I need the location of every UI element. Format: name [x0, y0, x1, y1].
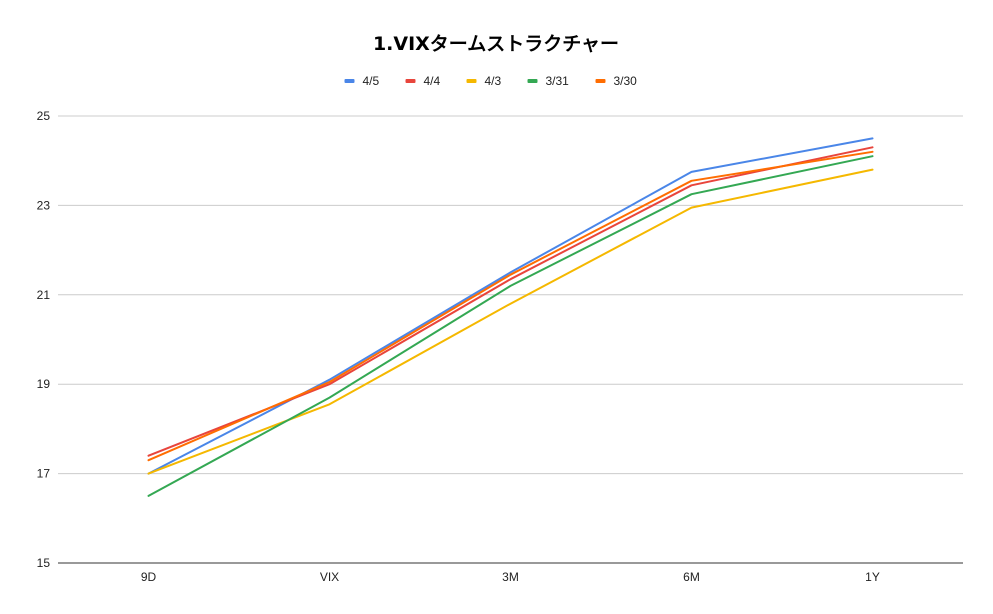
legend-swatch	[466, 79, 477, 83]
x-tick-label: VIX	[320, 570, 339, 584]
y-tick-label: 17	[37, 467, 51, 481]
series-line-4-4	[147, 146, 874, 457]
series-line-3-30	[147, 150, 874, 462]
y-tick-label: 23	[37, 198, 51, 212]
legend-item: 4/5	[344, 74, 380, 88]
x-tick-label: 1Y	[865, 570, 880, 584]
legend-label: 4/3	[485, 74, 502, 88]
series-lines	[147, 137, 874, 497]
x-tick-label: 6M	[683, 570, 700, 584]
legend-item: 3/30	[595, 74, 638, 88]
legend-item: 4/4	[405, 74, 441, 88]
chart-legend: 4/5 4/4 4/3 3/31 3/30	[344, 74, 638, 88]
legend-label: 4/4	[424, 74, 441, 88]
legend-item: 4/3	[466, 74, 502, 88]
x-axis: 9D VIX 3M 6M 1Y	[141, 570, 880, 584]
legend-swatch	[405, 79, 416, 83]
y-tick-label: 19	[37, 377, 51, 391]
y-tick-label: 25	[37, 109, 51, 123]
legend-label: 3/30	[614, 74, 638, 88]
series-line-4-5	[147, 137, 874, 475]
legend-label: 4/5	[363, 74, 380, 88]
legend-swatch	[344, 79, 355, 83]
legend-label: 3/31	[546, 74, 570, 88]
series-line-3-31	[147, 155, 874, 497]
chart-title: 1.VIXタームストラクチャー	[373, 33, 619, 55]
y-tick-label: 15	[37, 556, 51, 570]
x-tick-label: 3M	[502, 570, 519, 584]
legend-item: 3/31	[527, 74, 570, 88]
y-axis: 15 17 19 21 23 25	[37, 109, 51, 570]
y-tick-label: 21	[37, 288, 51, 302]
series-line-4-3	[147, 168, 874, 475]
legend-swatch	[527, 79, 538, 83]
legend-swatch	[595, 79, 606, 83]
x-tick-label: 9D	[141, 570, 157, 584]
gridlines	[58, 115, 963, 564]
